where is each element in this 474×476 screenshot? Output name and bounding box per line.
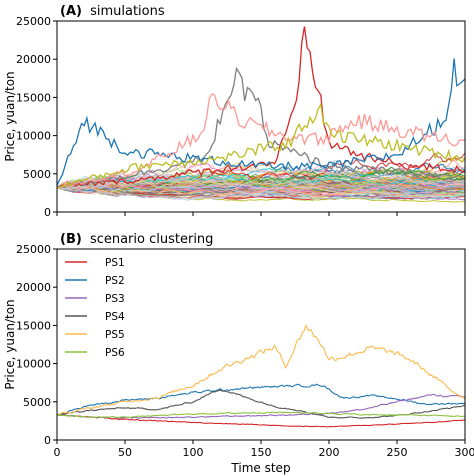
x-tick-label: 200	[319, 446, 340, 459]
x-tick-label: 0	[54, 446, 61, 459]
y-tick-label: 15000	[16, 91, 51, 104]
panel-a-ticks: 0 5000 10000 15000 20000 25000	[16, 15, 466, 219]
panel-b: 0 50 100 150 200 250 300 0 5000 10000 15000 20000 25…	[3, 232, 474, 475]
simulation-series-line	[56, 161, 466, 189]
legend-label-ps6: PS6	[105, 347, 125, 359]
x-tick-label: 50	[118, 446, 132, 459]
simulation-series-line	[56, 180, 466, 198]
legend-label-ps2: PS2	[105, 275, 125, 287]
simulation-series-line	[56, 185, 466, 198]
y-tick-label: 20000	[16, 281, 51, 294]
x-tick-label: 250	[387, 446, 408, 459]
y-tick-label: 0	[44, 434, 51, 447]
panel-a-series-group	[56, 26, 466, 203]
panel-a: 0 5000 10000 15000 20000 25000 (A) simulation…	[3, 4, 466, 219]
panel-b-title-text: scenario clustering	[90, 232, 213, 247]
x-tick-label: 100	[183, 446, 204, 459]
panel-b-x-axis-label: Time step	[230, 461, 290, 475]
simulation-peak-series-line	[56, 66, 466, 189]
legend-label-ps5: PS5	[105, 329, 125, 341]
simulation-series-line	[56, 179, 466, 197]
y-tick-label: 0	[44, 206, 51, 219]
y-tick-label: 15000	[16, 319, 51, 332]
series-line-ps4	[56, 389, 466, 419]
simulation-peak-series-line	[56, 93, 466, 189]
panel-b-ticks: 0 50 100 150 200 250 300 0 5000 10000 15000 20000 25…	[16, 243, 474, 459]
y-tick-label: 10000	[16, 358, 51, 371]
y-tick-label: 10000	[16, 130, 51, 143]
series-line-ps6	[56, 411, 466, 418]
simulation-series-line	[56, 166, 466, 188]
panel-b-title: (B) scenario clustering	[60, 232, 213, 247]
series-line-ps5	[56, 323, 466, 416]
panel-b-legend: PS1 PS2 PS3 PS4 PS5 PS6	[65, 257, 125, 359]
x-tick-label: 150	[251, 446, 272, 459]
y-tick-label: 25000	[16, 243, 51, 256]
simulation-peak-series-line	[56, 58, 466, 186]
y-tick-label: 20000	[16, 53, 51, 66]
legend-label-ps3: PS3	[105, 293, 125, 305]
x-tick-label: 300	[455, 446, 474, 459]
panel-b-series-group	[56, 323, 466, 428]
panel-a-letter: (A)	[60, 4, 82, 19]
simulation-peak-series-line	[56, 26, 466, 188]
y-tick-label: 5000	[23, 168, 51, 181]
panel-a-y-axis-label: Price, yuan/ton	[3, 71, 17, 161]
simulation-peak-series-line	[56, 102, 466, 189]
series-line-ps1	[56, 414, 465, 428]
legend-label-ps1: PS1	[105, 257, 125, 269]
series-line-ps2	[56, 383, 466, 416]
panel-b-letter: (B)	[60, 232, 82, 247]
y-tick-label: 5000	[23, 396, 51, 409]
panel-a-title: (A) simulations	[60, 4, 165, 19]
y-tick-label: 25000	[16, 15, 51, 28]
panel-a-title-text: simulations	[90, 4, 165, 19]
legend-label-ps4: PS4	[105, 311, 125, 323]
simulation-series-line	[56, 185, 466, 201]
panel-b-y-axis-label: Price, yuan/ton	[3, 299, 17, 389]
